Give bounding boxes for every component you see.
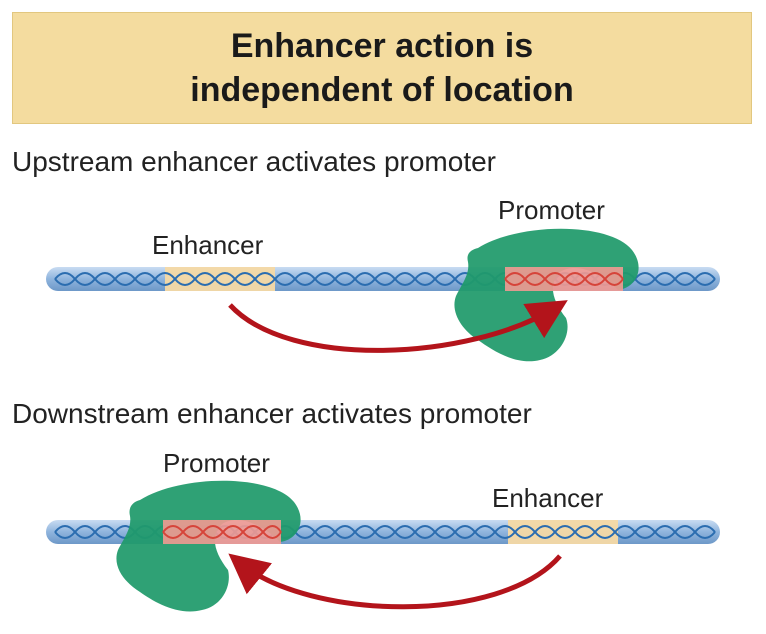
promoter-helix-b xyxy=(504,272,624,286)
title-line-1: Enhancer action is xyxy=(230,27,534,65)
downstream-diagram xyxy=(46,480,720,612)
upstream-caption: Upstream enhancer activates promoter xyxy=(12,146,496,177)
enhancer-region xyxy=(165,267,275,291)
activation-arrow xyxy=(228,553,562,610)
downstream-enhancer-label: Enhancer xyxy=(492,483,604,513)
protein-complex xyxy=(116,480,301,612)
upstream-promoter-label: Promoter xyxy=(498,195,605,225)
activation-arrow xyxy=(228,300,568,353)
upstream-diagram xyxy=(46,228,720,362)
title-banner: Enhancer action is independent of locati… xyxy=(12,12,752,124)
protein-complex xyxy=(454,228,639,362)
downstream-promoter-label: Promoter xyxy=(163,448,270,478)
title-line-2: independent of location xyxy=(190,71,574,109)
promoter-helix-b xyxy=(162,525,282,539)
enhancer-region xyxy=(508,520,618,544)
upstream-enhancer-label: Enhancer xyxy=(152,230,264,260)
downstream-caption: Downstream enhancer activates promoter xyxy=(12,398,532,429)
